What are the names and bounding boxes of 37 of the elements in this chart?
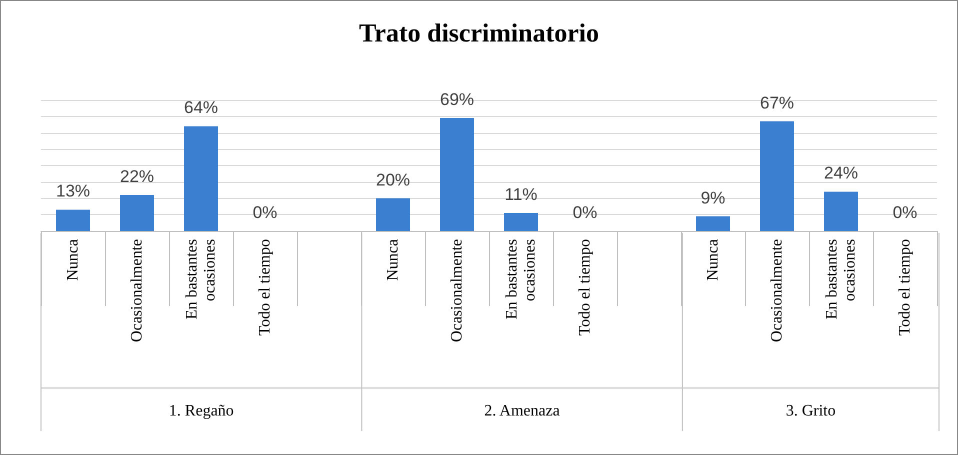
data-label: 64% xyxy=(184,98,218,118)
x-tick-label: Todo el tiempo xyxy=(576,239,594,336)
data-label: 69% xyxy=(440,90,474,110)
data-label: 67% xyxy=(760,93,794,112)
bar xyxy=(376,198,410,231)
bar xyxy=(120,194,154,231)
text: 2. Amenaza xyxy=(484,402,560,420)
data-label: 13% xyxy=(56,182,90,201)
chart-title: Trato discriminatorio xyxy=(359,18,599,48)
data-label: 0% xyxy=(252,203,278,222)
x-tick-label: Ocasionalmente xyxy=(448,239,466,342)
x-tick-label: Nunca xyxy=(64,239,82,281)
bar xyxy=(824,192,858,231)
bar xyxy=(184,126,218,231)
data-label: 24% xyxy=(824,164,858,183)
bar xyxy=(760,121,794,231)
data-label: 11% xyxy=(504,184,538,204)
bar xyxy=(696,216,730,231)
bar xyxy=(56,210,90,231)
x-tick-label: Todo el tiempo xyxy=(896,239,914,336)
bar xyxy=(504,212,538,231)
x-tick-label: Nunca xyxy=(704,239,722,281)
data-label: 20% xyxy=(376,170,410,190)
x-tick-label: Nunca xyxy=(384,239,402,281)
data-label: 0% xyxy=(892,203,918,222)
text: 3. Grito xyxy=(786,402,836,420)
x-tick-label: En bastantes ocasiones xyxy=(824,239,858,320)
data-label: 0% xyxy=(572,203,598,222)
x-tick-label: Todo el tiempo xyxy=(256,239,274,336)
x-tick-label: Ocasionalmente xyxy=(128,239,146,342)
data-label: 22% xyxy=(120,166,154,186)
x-tick-label: En bastantes ocasiones xyxy=(504,239,538,320)
bar xyxy=(440,118,474,231)
x-tick-label: En bastantes ocasiones xyxy=(184,239,218,320)
x-tick-label: Ocasionalmente xyxy=(768,239,786,342)
text: 1. Regaño xyxy=(168,402,234,420)
data-label: 9% xyxy=(700,188,726,208)
